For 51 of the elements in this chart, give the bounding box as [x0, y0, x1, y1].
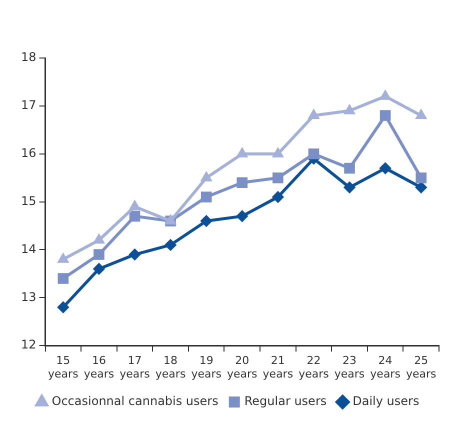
y-tick-label: 15 — [20, 194, 36, 208]
x-tick-label: 17 years — [120, 354, 150, 380]
point — [236, 210, 248, 222]
point — [129, 210, 140, 222]
point — [308, 110, 319, 120]
x-tick-label: 19 years — [191, 354, 222, 380]
point — [344, 162, 355, 174]
x-tick-label: 21 years — [262, 354, 294, 380]
point — [272, 192, 284, 203]
point — [416, 110, 426, 120]
point — [58, 273, 69, 284]
point — [416, 172, 426, 184]
x-tick-label: 24 years — [370, 354, 401, 380]
point — [380, 162, 391, 174]
point — [344, 182, 356, 193]
x-tick-label: 18 years — [155, 354, 186, 380]
point — [58, 302, 69, 313]
y-tick-label: 16 — [20, 146, 36, 160]
x-tick-label: 16 years — [84, 354, 114, 380]
point — [272, 172, 284, 184]
y-tick-label: 13 — [20, 290, 36, 304]
point — [201, 172, 212, 182]
point — [200, 192, 212, 202]
point — [380, 110, 391, 121]
point — [272, 148, 283, 158]
point — [129, 249, 140, 260]
point — [93, 263, 104, 274]
point — [165, 239, 176, 250]
x-tick-label: 25 years — [406, 354, 437, 380]
y-tick-label: 18 — [20, 50, 36, 64]
point — [344, 105, 354, 114]
y-tick-label: 14 — [20, 242, 36, 256]
legend-label: Occasionnal cannabis users — [52, 394, 218, 408]
x-tick-label: 20 years — [226, 354, 258, 380]
x-tick-label: 15 years — [48, 354, 79, 380]
point — [94, 234, 104, 244]
legend-label: Regular users — [244, 394, 327, 408]
point — [380, 90, 390, 100]
point — [237, 148, 248, 158]
point — [308, 148, 320, 160]
x-tick-label: 23 years — [334, 354, 365, 380]
point — [130, 201, 140, 210]
point — [58, 254, 68, 263]
legend-label: Daily users — [352, 394, 420, 408]
x-tick-label: 22 years — [298, 354, 330, 380]
point — [416, 182, 427, 193]
point — [94, 249, 104, 260]
point — [236, 177, 248, 188]
y-tick-label: 12 — [20, 338, 36, 352]
y-tick-label: 17 — [20, 98, 36, 112]
point — [200, 215, 212, 226]
